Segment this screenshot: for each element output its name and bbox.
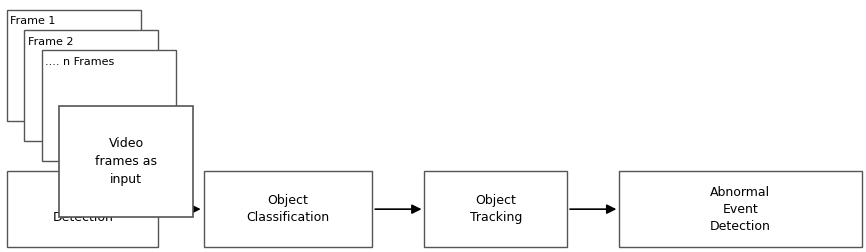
Text: Object
Tracking: Object Tracking (469, 194, 522, 224)
Text: .... n Frames: .... n Frames (45, 57, 114, 67)
Bar (59, 106, 193, 217)
Bar (424, 171, 567, 247)
Text: Frame 1: Frame 1 (10, 16, 55, 26)
Bar (7, 10, 141, 121)
Text: Object
Classification: Object Classification (247, 194, 329, 224)
Text: Object
Detection: Object Detection (52, 194, 113, 224)
Bar (619, 171, 862, 247)
Bar (204, 171, 372, 247)
Text: Video
frames as
input: Video frames as input (95, 137, 157, 186)
Text: Abnormal
Event
Detection: Abnormal Event Detection (710, 186, 771, 233)
Bar (42, 50, 176, 161)
Bar (7, 171, 158, 247)
Text: Frame 2: Frame 2 (28, 37, 74, 47)
Bar (24, 30, 158, 141)
